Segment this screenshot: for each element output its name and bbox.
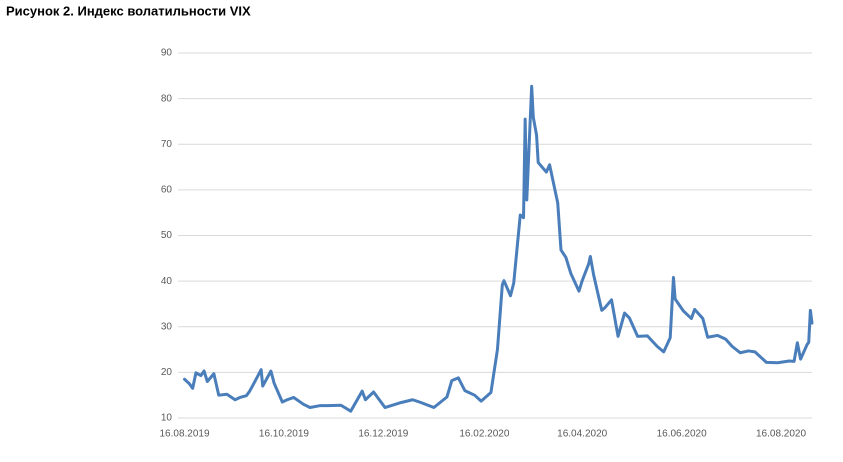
y-tick-label: 40 xyxy=(161,276,173,287)
line xyxy=(183,84,814,413)
x-tick-label: 16.08.2020 xyxy=(756,429,806,440)
x-tick-label: 16.06.2020 xyxy=(657,429,707,440)
y-tick-label: 10 xyxy=(161,413,173,424)
x-tick-label: 16.08.2019 xyxy=(159,429,209,440)
y-tick-label: 50 xyxy=(161,230,173,241)
x-tick-label: 16.02.2020 xyxy=(459,429,509,440)
y-tick-label: 80 xyxy=(161,93,173,104)
y-tick-label: 20 xyxy=(161,367,173,378)
x-tick-label: 16.12.2019 xyxy=(358,429,408,440)
x-tick-label: 16.10.2019 xyxy=(259,429,309,440)
y-tick-label: 60 xyxy=(161,185,173,196)
chart-title: Рисунок 2. Индекс волатильности VIX xyxy=(6,3,251,18)
x-tick-label: 16.04.2020 xyxy=(557,429,607,440)
y-tick-label: 90 xyxy=(161,48,173,59)
y-tick-label: 70 xyxy=(161,139,173,150)
y-tick-label: 30 xyxy=(161,321,173,332)
